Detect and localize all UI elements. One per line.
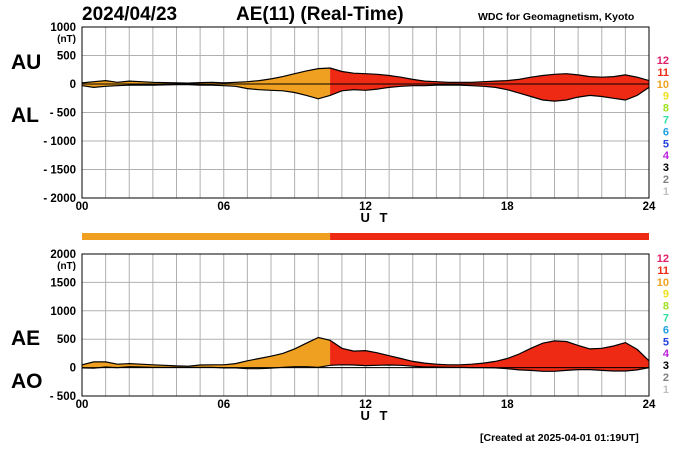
unit-label: (nT) [57, 34, 76, 45]
y-tick-label: 2000 [50, 249, 76, 261]
x-tick-label: 24 [643, 201, 656, 213]
series-line-ae [81, 336, 650, 367]
y-tick-label: - 500 [50, 391, 76, 403]
y-tick-label: - 1000 [43, 136, 76, 148]
station-count-label: 7 [663, 313, 669, 325]
station-count-label: 4 [663, 348, 670, 360]
fill-region-recent [330, 340, 649, 372]
station-count-label: 2 [663, 174, 669, 186]
series-line-au [81, 67, 650, 84]
x-tick-label: 06 [217, 201, 230, 213]
coverage-bar-older [82, 233, 331, 240]
station-count-label: 11 [657, 265, 669, 277]
x-tick-label: 00 [76, 399, 89, 411]
y-tick-label: 500 [57, 51, 76, 63]
station-count-label: 5 [663, 138, 669, 150]
x-tick-label: 12 [359, 399, 372, 411]
station-count-label: 8 [663, 103, 669, 115]
unit-label: (nT) [57, 261, 76, 272]
y-tick-label: 0 [70, 363, 76, 375]
x-tick-label: 00 [76, 201, 89, 213]
y-tick-label: - 500 [50, 108, 76, 120]
station-count-label: 10 [657, 277, 669, 289]
chart-title: AE(11) (Real-Time) [236, 4, 404, 25]
y-tick-label: 1000 [50, 22, 76, 34]
series-line-al [81, 83, 650, 102]
panel-top: 1000 500 0 - 500 - 1000 - 1500 - 2000 (nT) 00 06 1… [43, 22, 669, 225]
station-count-label: 6 [663, 324, 669, 336]
station-count-label: 9 [663, 91, 669, 103]
fill-region-recent [330, 68, 649, 102]
station-count-label: 2 [663, 372, 669, 384]
y-tick-label: 1500 [50, 277, 76, 289]
x-axis-label: U T [361, 408, 391, 423]
y-tick-label: - 2000 [43, 193, 76, 205]
plot-frame [81, 253, 650, 397]
station-count-label: 5 [663, 336, 669, 348]
station-count-label: 10 [657, 79, 669, 91]
station-count-label: 7 [663, 115, 669, 127]
fill-region-older [82, 68, 331, 99]
y-tick-label: 500 [57, 334, 76, 346]
x-tick-label: 12 [359, 201, 372, 213]
station-count-label: 4 [663, 150, 670, 162]
ao-label: AO [11, 370, 43, 393]
station-count-label: 9 [663, 289, 669, 301]
ae-label: AE [11, 327, 41, 350]
x-tick-label: 18 [501, 399, 514, 411]
y-tick-label: 1000 [50, 306, 76, 318]
created-timestamp: [Created at 2025-04-01 01:19UT] [480, 432, 639, 444]
x-axis-label: U T [361, 210, 391, 225]
station-count-label: 1 [663, 186, 669, 198]
station-count-label: 12 [657, 55, 669, 67]
y-tick-label: - 1500 [43, 165, 76, 177]
y-tick-label: 0 [70, 79, 76, 91]
al-label: AL [11, 104, 39, 127]
x-tick-label: 06 [217, 399, 230, 411]
station-count-label: 8 [663, 301, 669, 313]
coverage-bar-recent [330, 233, 649, 240]
chart-date: 2024/04/23 [82, 4, 178, 25]
x-tick-label: 18 [501, 201, 514, 213]
station-count-label: 11 [657, 67, 669, 79]
fill-region-older [82, 337, 331, 369]
au-label: AU [11, 51, 42, 74]
station-count-label: 3 [663, 162, 669, 174]
station-count-label: 1 [663, 384, 669, 396]
station-count-label: 3 [663, 360, 669, 372]
station-count-label: 12 [657, 253, 669, 265]
x-tick-label: 24 [643, 399, 656, 411]
station-count-label: 6 [663, 126, 669, 138]
plot-frame [81, 26, 650, 199]
institution-label: WDC for Geomagnetism, Kyoto [478, 11, 635, 23]
